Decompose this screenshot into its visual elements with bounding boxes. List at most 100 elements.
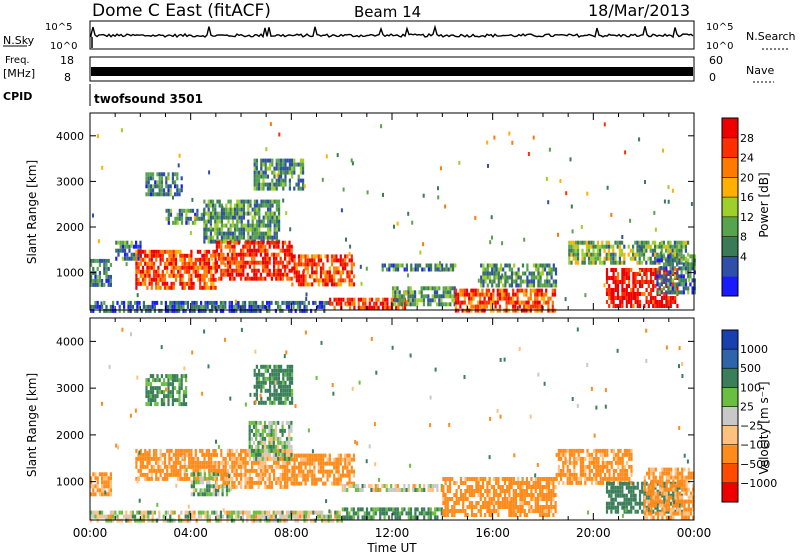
velocity-cell <box>405 511 408 516</box>
power-cell <box>234 211 237 216</box>
power-cell <box>275 203 278 208</box>
power-cell <box>403 294 406 299</box>
velocity-cell <box>138 510 141 515</box>
power-cell <box>505 304 508 309</box>
power-cell <box>671 300 675 304</box>
power-cell <box>273 244 276 249</box>
power-cell <box>191 208 195 213</box>
power-cell <box>177 273 180 278</box>
power-cell <box>612 300 615 304</box>
velocity-cell <box>259 448 262 453</box>
power-cell <box>137 281 140 286</box>
velocity-cell <box>174 374 177 379</box>
power-cell <box>537 267 540 272</box>
velocity-cell <box>468 505 471 509</box>
velocity-cell <box>448 481 452 485</box>
velocity-cell <box>306 461 309 466</box>
velocity-cell <box>539 489 542 493</box>
power-cell <box>673 274 677 279</box>
power-cell <box>166 269 169 274</box>
power-cell <box>640 240 643 245</box>
velocity-cell <box>311 457 314 462</box>
velocity-cell <box>290 452 293 457</box>
power-cell <box>155 285 158 290</box>
power-cell <box>160 300 163 305</box>
power-cell <box>306 282 309 287</box>
velocity-cell <box>258 376 261 381</box>
power-cell <box>392 302 395 307</box>
power-cell <box>674 296 677 300</box>
velocity-cell <box>350 481 353 486</box>
power-cell <box>241 300 244 305</box>
velocity-cell <box>221 488 224 493</box>
velocity-cell <box>418 488 421 492</box>
power-cell <box>616 284 620 288</box>
velocity-cell <box>248 484 251 489</box>
velocity-cell <box>167 398 170 403</box>
velocity-cell <box>166 464 169 469</box>
power-cell <box>449 267 452 272</box>
power-cell <box>300 254 303 259</box>
power-cell <box>259 248 262 253</box>
power-cell <box>398 298 401 303</box>
power-cell <box>233 248 236 253</box>
power-cell <box>208 308 211 313</box>
velocity-cell <box>274 444 278 449</box>
velocity-cell <box>414 488 417 492</box>
power-cell <box>171 308 174 313</box>
power-cell <box>429 302 432 307</box>
power-cell <box>645 268 648 272</box>
power-cell <box>240 227 243 232</box>
power-cell <box>457 296 460 301</box>
power-cell <box>214 277 217 282</box>
power-cell <box>163 265 167 270</box>
power-cell <box>96 282 99 287</box>
power-cell <box>291 254 294 259</box>
velocity-cell <box>268 480 271 485</box>
velocity-cell <box>308 465 312 470</box>
velocity-cell <box>207 448 211 453</box>
velocity-cell <box>590 468 593 473</box>
velocity-cell <box>163 456 167 461</box>
power-cell <box>98 270 101 275</box>
power-cell <box>550 271 553 276</box>
power-cell <box>516 292 519 297</box>
velocity-cell <box>557 452 560 457</box>
power-cell <box>323 308 326 313</box>
velocity-cell <box>418 511 421 516</box>
velocity-cell <box>481 493 485 497</box>
power-cell <box>350 262 353 267</box>
power-cell <box>641 280 644 284</box>
velocity-cell <box>206 492 209 497</box>
power-cell <box>485 292 488 297</box>
power-cell <box>146 261 149 266</box>
power-cell <box>297 262 301 267</box>
power-echo <box>278 132 281 137</box>
power-cell <box>283 300 286 305</box>
power-cell <box>551 304 554 309</box>
velocity-cell <box>541 497 544 501</box>
velocity-cell <box>590 456 593 461</box>
velocity-cell <box>261 424 264 429</box>
power-cell <box>137 277 140 282</box>
power-cell <box>330 274 334 279</box>
velocity-cell <box>593 456 596 461</box>
velocity-cell <box>547 493 551 497</box>
power-cell <box>242 215 245 220</box>
velocity-cell <box>167 386 170 391</box>
velocity-cell <box>212 484 215 489</box>
velocity-cell <box>306 457 309 462</box>
power-cell <box>229 240 232 245</box>
velocity-cell <box>292 514 295 519</box>
velocity-cell <box>539 481 542 485</box>
velocity-cell <box>288 510 291 515</box>
velocity-cell <box>268 452 271 457</box>
velocity-cell <box>109 484 112 489</box>
velocity-cell <box>172 464 175 469</box>
velocity-cell <box>217 514 220 519</box>
velocity-cell <box>235 510 238 515</box>
velocity-cell <box>523 493 526 497</box>
velocity-cell <box>139 456 142 461</box>
velocity-cell <box>197 492 200 497</box>
velocity-cell <box>294 514 297 519</box>
